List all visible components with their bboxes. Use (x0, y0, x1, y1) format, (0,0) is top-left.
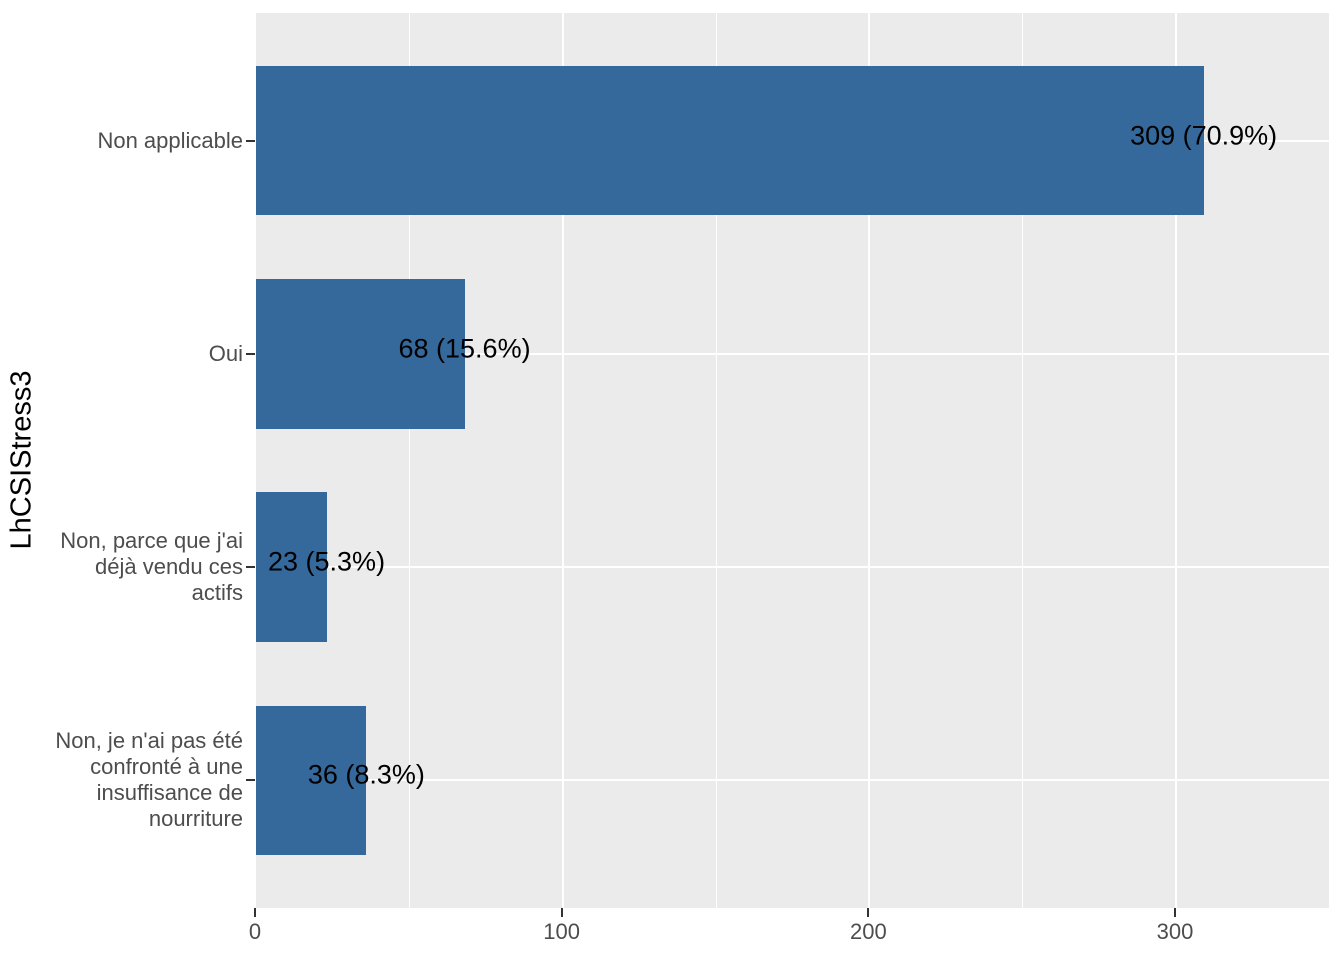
gridline-major-vertical (1175, 13, 1177, 908)
bar-value-label: 23 (5.3%) (268, 546, 386, 577)
x-tick-label: 300 (1156, 919, 1194, 944)
y-tick-mark (246, 139, 255, 142)
bar-value-label: 36 (8.3%) (307, 759, 425, 790)
x-tick-label: 100 (543, 919, 581, 944)
bar (256, 66, 1204, 216)
gridline-major-horizontal (256, 566, 1329, 569)
x-tick-mark (1174, 908, 1176, 917)
gridline-major-vertical (561, 13, 564, 908)
bar-value-label: 309 (70.9%) (1130, 120, 1278, 151)
gridline-major-vertical (868, 13, 871, 908)
gridline-major-horizontal (256, 779, 1329, 782)
y-axis-title: LhCSIStress3 (5, 370, 38, 550)
x-tick-mark (560, 908, 563, 917)
x-tick-label: 0 (248, 919, 262, 944)
y-category-label: Non, je n'ai pas été confronté à une ins… (55, 728, 243, 832)
y-category-label: Non, parce que j'ai déjà vendu ces actif… (60, 528, 243, 606)
x-tick-label: 200 (849, 919, 887, 944)
bar (256, 492, 327, 642)
bar (256, 279, 465, 429)
x-tick-mark (254, 908, 256, 917)
y-tick-mark (246, 779, 255, 782)
bar-value-label: 68 (15.6%) (398, 333, 531, 364)
gridline-minor-vertical (715, 13, 717, 908)
gridline-minor-vertical (408, 13, 410, 908)
bar (256, 705, 367, 855)
gridline-major-horizontal (256, 352, 1329, 355)
gridline-minor-vertical (1022, 13, 1024, 908)
y-tick-mark (246, 352, 255, 355)
y-category-label: Oui (208, 340, 243, 366)
plot-panel: 309 (70.9%) 68 (15.6%) 23 (5.3%) 36 (8.3%) (256, 13, 1329, 908)
y-tick-mark (246, 566, 255, 569)
y-category-label: Non applicable (97, 127, 243, 153)
x-tick-mark (867, 908, 870, 917)
